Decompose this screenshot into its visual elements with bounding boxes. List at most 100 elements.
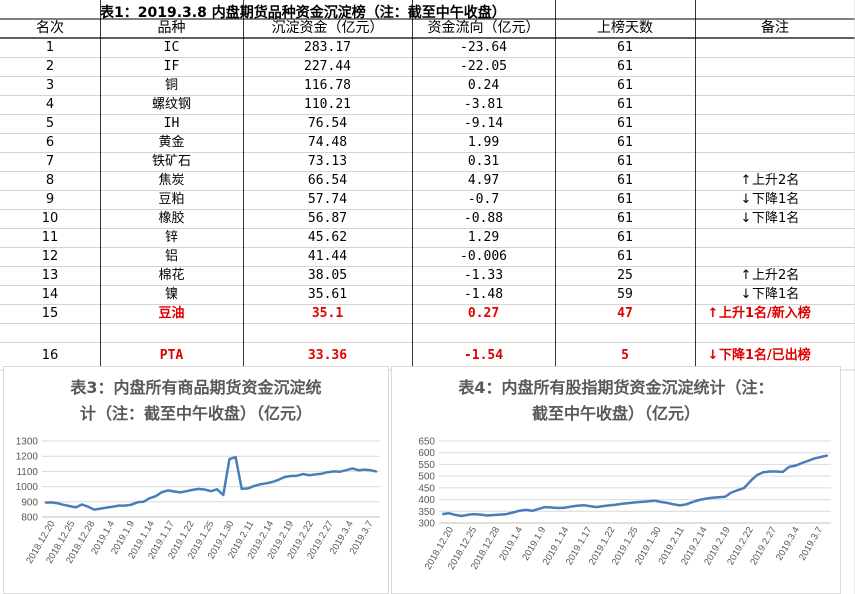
y-tick-label: 450 — [418, 483, 435, 494]
days-listed-cell: 61 — [617, 249, 633, 264]
remark-text: 下降1名/已出榜 — [719, 348, 811, 363]
fund-flow-cell: 4.97 — [467, 173, 500, 188]
settled-fund-cell: 66.54 — [307, 173, 348, 188]
days-listed-cell: 61 — [617, 230, 633, 245]
y-tick-label: 550 — [418, 460, 435, 471]
days-listed-cell: 5 — [621, 348, 629, 363]
days-listed-cell: 61 — [617, 40, 633, 55]
fund-flow-cell: -9.14 — [463, 116, 504, 131]
series-line — [45, 455, 378, 511]
product-cell: IH — [163, 116, 180, 131]
chart3-title-line2: 计（注：截至中午收盘）（亿元） — [79, 404, 312, 423]
rank-cell: 13 — [41, 268, 59, 283]
y-tick-label: 1200 — [16, 452, 39, 463]
rank-cell: 1 — [45, 40, 55, 55]
fund-flow-cell: -1.33 — [463, 268, 504, 283]
chart3-title: 表3：内盘所有商品期货资金沉淀统 计（注：截至中午收盘）（亿元） — [4, 375, 388, 427]
days-listed-cell: 59 — [617, 287, 633, 302]
rank-cell: 8 — [45, 173, 55, 188]
settled-fund-cell — [243, 323, 412, 342]
settled-fund-cell: 35.1 — [311, 306, 344, 321]
fund-flow-cell: -22.05 — [460, 59, 507, 74]
rank-cell: 16 — [41, 348, 59, 363]
settled-fund-cell: 116.78 — [304, 78, 351, 93]
arrow-down-icon: ↓ — [707, 348, 719, 363]
product-cell: 豆粕 — [158, 192, 185, 207]
remark-text: 下降1名 — [752, 287, 800, 302]
days-listed-cell: 47 — [617, 306, 633, 321]
days-listed-cell: 25 — [617, 268, 633, 283]
fund-flow-cell: 1.29 — [467, 230, 500, 245]
settled-fund-cell: 45.62 — [307, 230, 348, 245]
rank-cell: 11 — [41, 230, 59, 245]
table-row: 13 棉花 38.05 -1.33 25 ↑上升2名 — [0, 266, 855, 285]
days-listed-cell: 61 — [617, 211, 633, 226]
table-row: 9 豆粕 57.74 -0.7 61 ↓下降1名 — [0, 190, 855, 209]
arrow-up-icon: ↑ — [740, 268, 752, 283]
y-tick-label: 1100 — [16, 467, 38, 478]
product-cell: 黄金 — [158, 135, 185, 150]
table-row: 5 IH 76.54 -9.14 61 — [0, 114, 855, 133]
product-cell: 豆油 — [158, 306, 185, 321]
fund-flow-cell: 0.24 — [467, 78, 500, 93]
header-fund-flow: 资金流向（亿元） — [427, 20, 540, 36]
days-listed-cell — [555, 323, 695, 342]
remark-cell: ↓下降1名 — [740, 209, 800, 228]
settled-fund-cell: 41.44 — [307, 249, 348, 264]
fund-flow-cell: -0.006 — [460, 249, 507, 264]
product-cell: 螺纹钢 — [151, 97, 191, 112]
chart4-title-line2: 截至中午收盘）（亿元） — [531, 404, 700, 423]
table-row: 14 镍 35.61 -1.48 59 ↓下降1名 — [0, 285, 855, 304]
table-row — [0, 323, 855, 342]
y-tick-label: 500 — [418, 472, 435, 483]
fund-flow-cell: -0.7 — [467, 192, 500, 207]
rank-cell: 15 — [41, 306, 59, 321]
y-tick-label: 1300 — [16, 437, 39, 448]
settled-fund-cell: 33.36 — [307, 348, 348, 363]
chart4-title-line1: 表4：内盘所有股指期货资金沉淀统计（注： — [458, 378, 774, 397]
days-listed-cell: 61 — [617, 192, 633, 207]
fund-flow-cell — [412, 323, 555, 342]
y-tick-label: 600 — [418, 448, 435, 459]
table-header-row: 名次 品种 沉淀资金（亿元） 资金流向（亿元） 上榜天数 备注 — [0, 19, 855, 38]
table-row: 4 螺纹钢 110.21 -3.81 61 — [0, 95, 855, 114]
y-tick-label: 1000 — [16, 482, 39, 493]
remark-cell: ↑上升2名 — [740, 171, 800, 190]
settled-fund-cell: 57.74 — [307, 192, 348, 207]
rank-cell: 14 — [41, 287, 59, 302]
product-cell: IF — [163, 59, 180, 74]
header-product: 品种 — [157, 20, 186, 36]
table-row: 16 PTA 33.36 -1.54 5 ↓下降1名/已出榜 — [0, 342, 855, 370]
days-listed-cell: 61 — [617, 116, 633, 131]
fund-flow-cell: -0.88 — [463, 211, 504, 226]
settled-fund-cell: 76.54 — [307, 116, 348, 131]
table-row: 7 铁矿石 73.13 0.31 61 — [0, 152, 855, 171]
fund-flow-cell: 0.27 — [467, 306, 500, 321]
fund-flow-cell: -1.54 — [463, 348, 504, 363]
settled-fund-cell: 73.13 — [307, 154, 348, 169]
table-row: 15 豆油 35.1 0.27 47 ↑上升1名/新入榜 — [0, 304, 855, 323]
rank-cell: 9 — [45, 192, 55, 207]
arrow-down-icon: ↓ — [740, 287, 752, 302]
product-cell: 铁矿石 — [151, 154, 191, 169]
table-row: 3 铜 116.78 0.24 61 — [0, 76, 855, 95]
remark-cell: ↑上升1名/新入榜 — [707, 304, 811, 323]
y-tick-label: 650 — [418, 437, 435, 448]
product-cell — [100, 323, 243, 342]
chart4-title: 表4：内盘所有股指期货资金沉淀统计（注： 截至中午收盘）（亿元） — [392, 375, 840, 427]
settled-fund-cell: 35.61 — [307, 287, 348, 302]
days-listed-cell: 61 — [617, 97, 633, 112]
chart4-plot: 3003504004505005506006502018.12.202018.1… — [418, 437, 831, 572]
header-settled-fund: 沉淀资金（亿元） — [271, 20, 384, 36]
fund-flow-cell: 1.99 — [467, 135, 500, 150]
settled-fund-cell: 283.17 — [304, 40, 351, 55]
product-cell: 棉花 — [158, 268, 185, 283]
table-title: 表1：2019.3.8 内盘期货品种资金沉淀榜（注：截至中午收盘） — [100, 5, 506, 21]
rank-cell: 12 — [41, 249, 59, 264]
remark-text: 下降1名 — [752, 192, 800, 207]
remark-text: 上升2名 — [752, 173, 800, 188]
remark-text: 上升2名 — [752, 268, 800, 283]
y-tick-label: 300 — [418, 519, 435, 530]
chart3-plot: 80090010001100120013002018.12.202018.12.… — [16, 437, 380, 566]
table-row: 1 IC 283.17 -23.64 61 — [0, 38, 855, 57]
